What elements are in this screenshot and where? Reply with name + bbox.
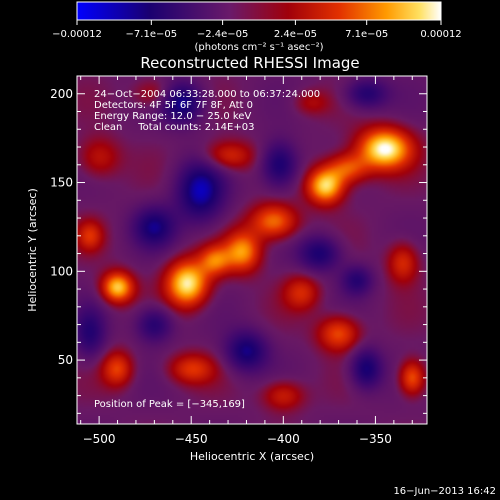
axis-ticks	[77, 75, 427, 424]
colorbar-units: (photons cm⁻² s⁻¹ asec⁻²)	[194, 42, 323, 53]
colorbar-tick-label: −0.00012	[52, 29, 102, 40]
annotation-block: 24−Oct−2004 06:33:28.000 to 06:37:24.000…	[94, 89, 320, 133]
y-axis-label: Heliocentric Y (arcsec)	[26, 188, 39, 312]
colorbar-tick-label: 0.00012	[420, 29, 461, 40]
x-tick-label: −450	[175, 432, 208, 446]
peak-position-label: Position of Peak = [−345,169]	[94, 399, 245, 410]
colorbar-tick-label: 2.4e−05	[274, 29, 317, 40]
x-axis-label: Heliocentric X (arcsec)	[190, 450, 314, 463]
colorbar-tick-label: −7.1e−05	[126, 29, 178, 40]
footer-timestamp: 16−Jun−2013 16:42	[393, 486, 496, 497]
y-tick-label: 200	[50, 87, 73, 101]
colorbar	[76, 1, 442, 21]
y-tick-label: 50	[58, 353, 73, 367]
y-tick-label: 100	[50, 264, 73, 278]
x-tick-label: −400	[267, 432, 300, 446]
axis-tick-labels: −500 −450 −400 −350 50 100 150 200	[50, 87, 392, 446]
plot-frame	[76, 75, 428, 425]
x-tick-label: −500	[83, 432, 116, 446]
x-tick-label: −350	[359, 432, 392, 446]
chart-title: Reconstructed RHESSI Image	[140, 54, 359, 72]
colorbar-tick-label: −2.4e−05	[197, 29, 249, 40]
annotation-clean-counts: Clean Total counts: 2.14E+03	[94, 122, 254, 133]
colorbar-ticks	[76, 20, 442, 25]
y-tick-label: 150	[50, 176, 73, 190]
heatmap-image	[77, 76, 427, 424]
annotation-time-range: 24−Oct−2004 06:33:28.000 to 06:37:24.000	[94, 89, 320, 100]
annotation-energy-range: Energy Range: 12.0 − 25.0 keV	[94, 111, 251, 122]
colorbar-tick-label: 7.1e−05	[345, 29, 388, 40]
colorbar-tick-labels: −0.00012 −7.1e−05 −2.4e−05 2.4e−05 7.1e−05 0.…	[52, 29, 462, 40]
annotation-detectors: Detectors: 4F 5F 6F 7F 8F, Att 0	[94, 100, 253, 111]
